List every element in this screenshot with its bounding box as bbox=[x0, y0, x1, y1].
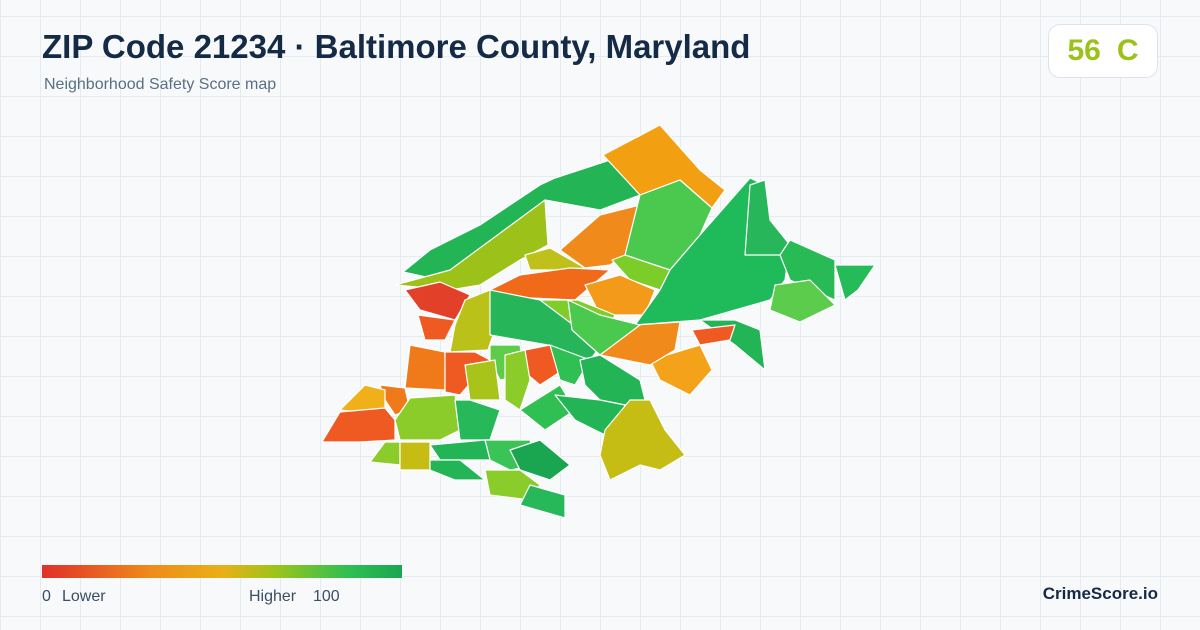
legend-min: 0 bbox=[42, 588, 51, 605]
neighborhood bbox=[464, 359, 501, 401]
neighborhood bbox=[769, 279, 836, 323]
score-value: 56 bbox=[1067, 34, 1101, 67]
neighborhood bbox=[339, 384, 386, 413]
neighborhood bbox=[834, 264, 876, 301]
neighborhood bbox=[519, 484, 566, 519]
neighborhood bbox=[699, 319, 766, 371]
neighborhood bbox=[599, 399, 686, 481]
neighborhood bbox=[567, 299, 641, 356]
legend-min-label: Lower bbox=[62, 588, 106, 605]
score-badge: 56 C bbox=[1048, 24, 1158, 78]
neighborhood bbox=[417, 314, 456, 341]
score-grade: C bbox=[1116, 34, 1139, 67]
neighborhood bbox=[504, 349, 531, 411]
neighborhood bbox=[404, 344, 446, 391]
neighborhood bbox=[549, 344, 591, 386]
legend-max: 100 bbox=[313, 588, 340, 605]
subtitle: Neighborhood Safety Score map bbox=[44, 76, 277, 93]
neighborhood bbox=[649, 344, 713, 396]
title: ZIP Code 21234 · Baltimore County, Maryl… bbox=[42, 28, 751, 65]
neighborhood bbox=[744, 179, 791, 256]
brand: CrimeScore.io bbox=[1042, 584, 1158, 603]
neighborhood bbox=[454, 399, 501, 441]
neighborhood bbox=[399, 441, 431, 471]
legend-max-label: Higher bbox=[249, 588, 297, 605]
neighborhood bbox=[691, 324, 736, 346]
neighborhood bbox=[369, 441, 401, 466]
neighborhood bbox=[429, 439, 491, 461]
legend-gradient bbox=[42, 565, 402, 578]
neighborhood bbox=[429, 459, 486, 481]
neighborhood bbox=[509, 439, 571, 481]
neighborhood bbox=[321, 407, 396, 443]
